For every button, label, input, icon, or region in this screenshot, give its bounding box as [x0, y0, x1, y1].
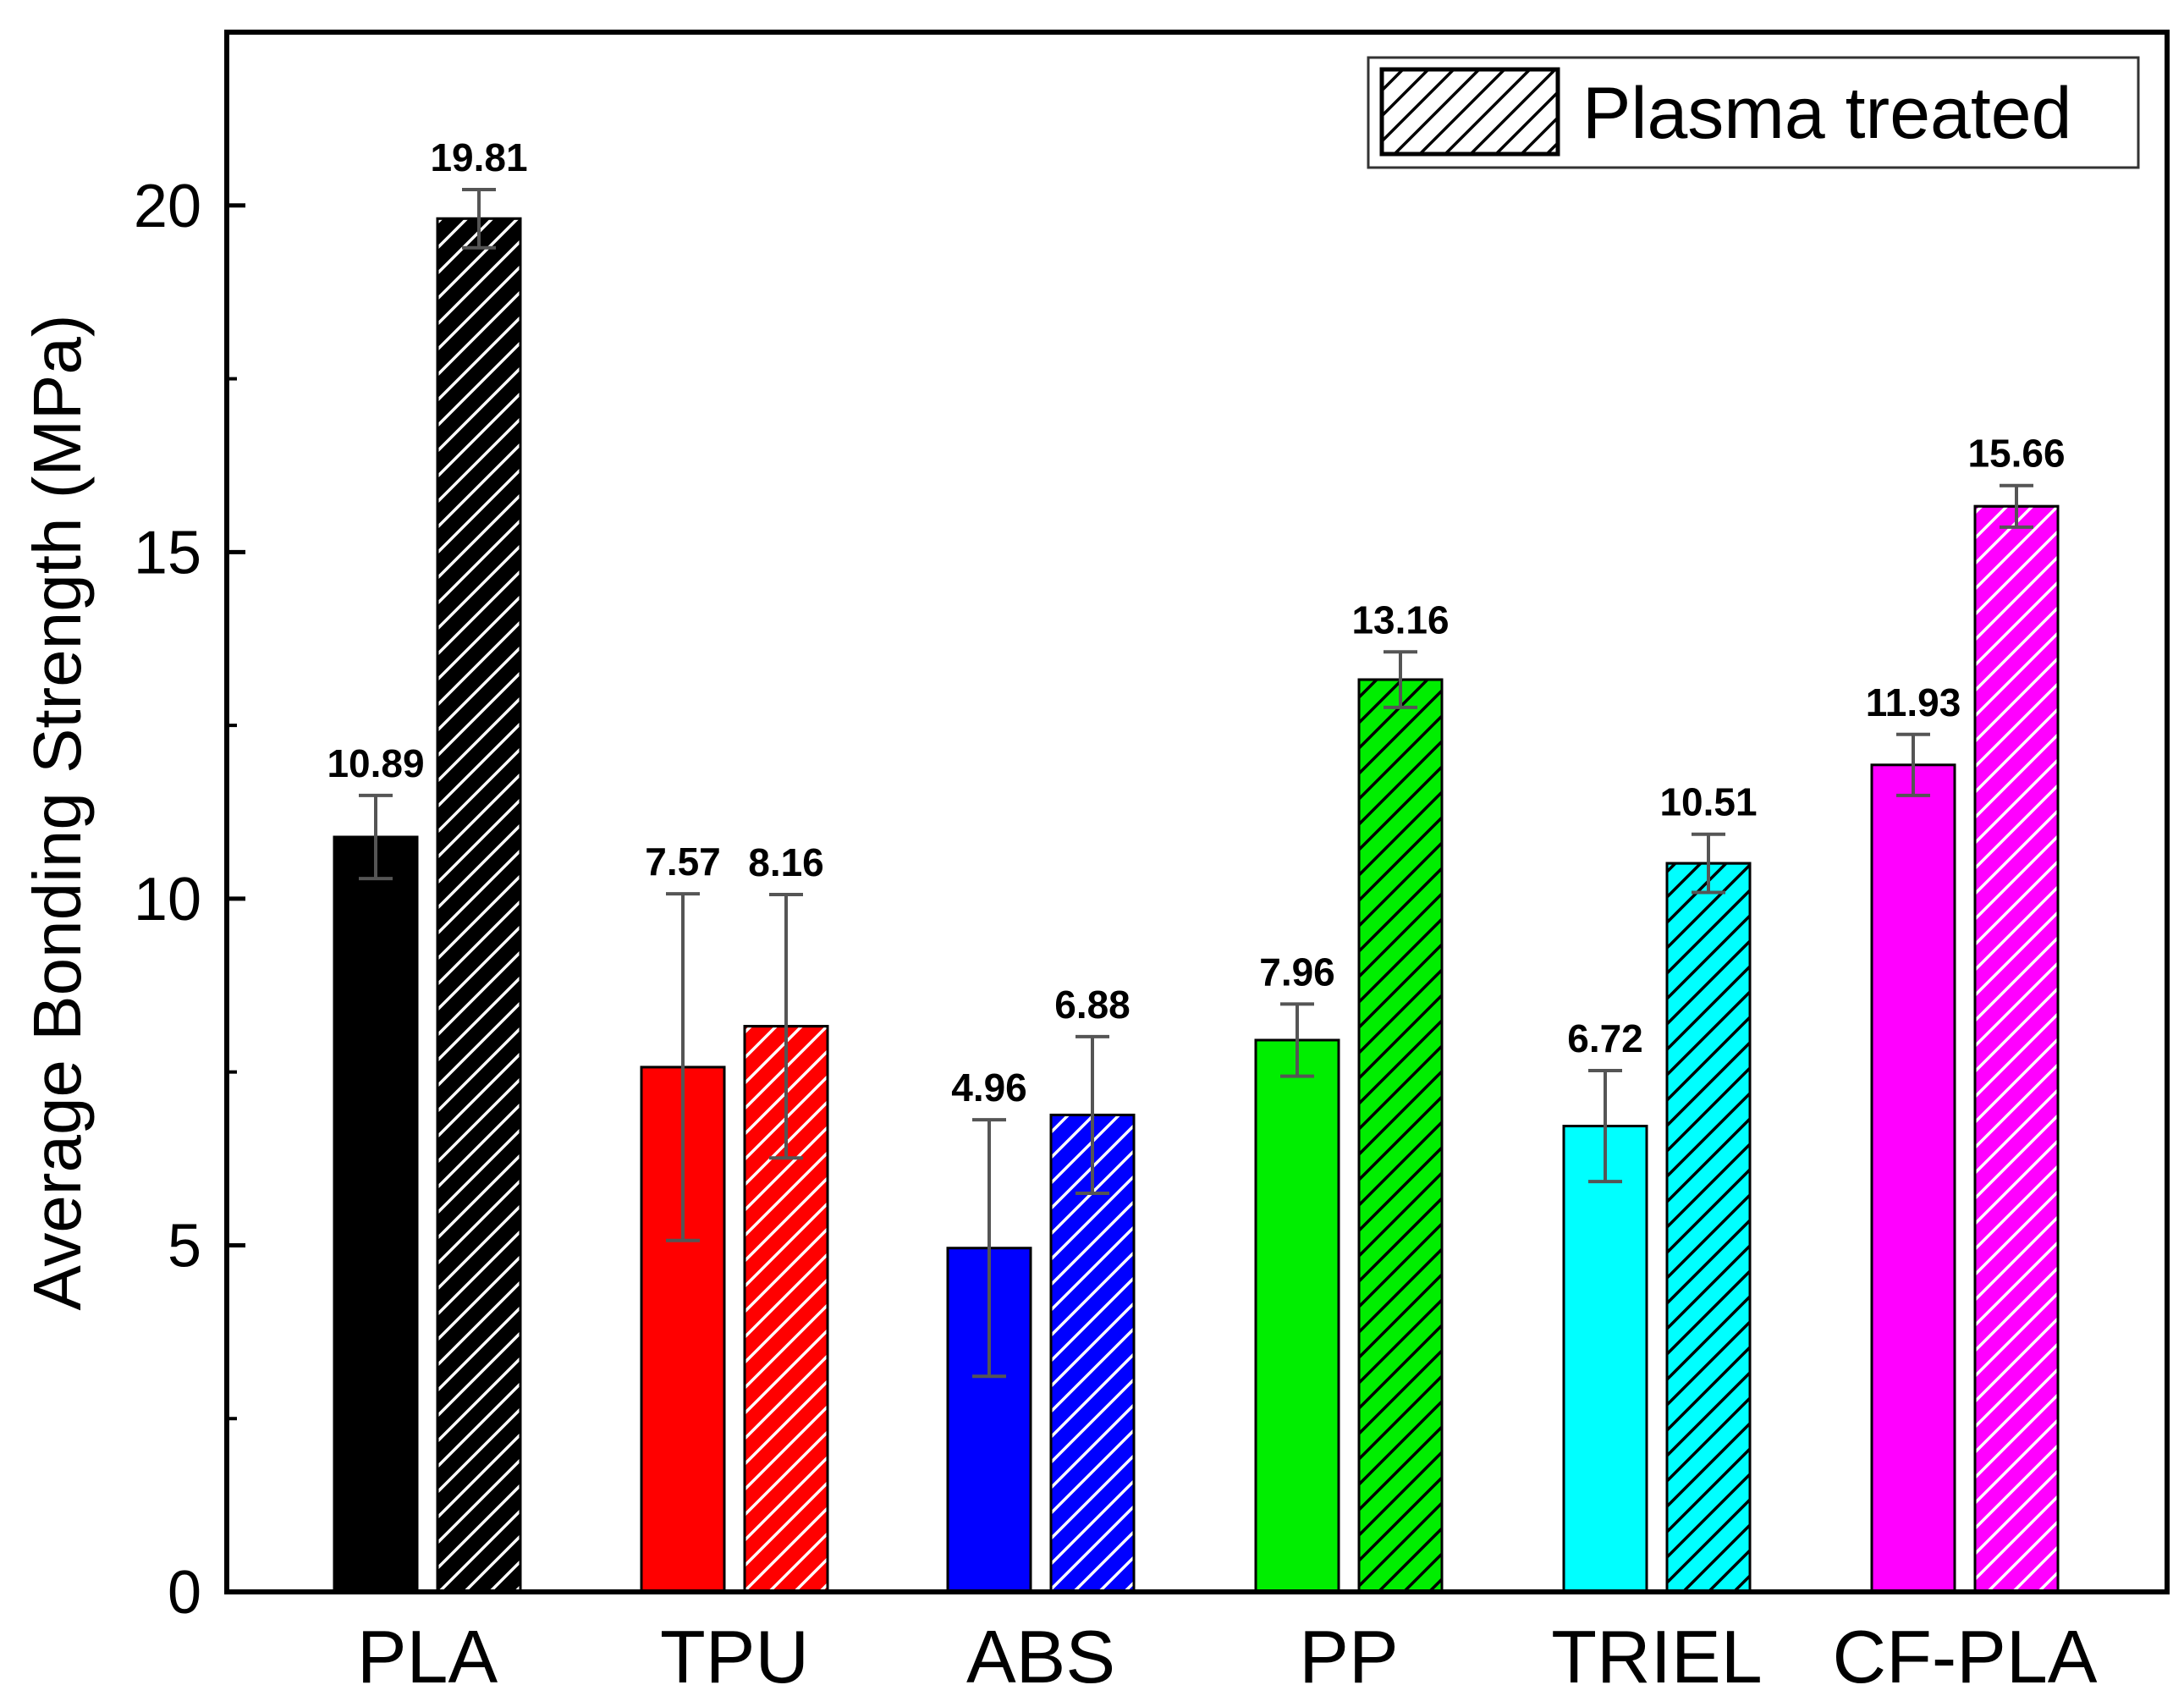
data-label-abs-untreated: 4.96 [951, 1065, 1027, 1110]
x-tick-label-pp: PP [1299, 1615, 1398, 1699]
error-bar-triel-treated [1692, 832, 1725, 895]
data-label-abs-treated: 6.88 [1054, 983, 1131, 1027]
data-labels-layer: 10.89 19.81 7.57 8.16 4.96 6.88 7.96 13.16 6.72 1… [327, 135, 2065, 1110]
legend-label: Plasma treated [1582, 73, 2071, 154]
error-bar-pla-untreated [359, 793, 393, 881]
data-label-pla-treated: 19.81 [430, 135, 527, 179]
bar-cf-pla-untreated [1870, 763, 1956, 1594]
error-bar-cf-pla-untreated [1896, 732, 1930, 797]
bar-hatch-cf-pla-treated [1973, 504, 2060, 1594]
bar-hatch-triel-treated [1665, 862, 1752, 1594]
data-label-cf-pla-untreated: 11.93 [1866, 680, 1961, 724]
y-axis-title: Average Bonding Strength (MPa) [19, 315, 95, 1311]
error-bar-abs-untreated [972, 1118, 1006, 1379]
bar-triel-untreated [1562, 1125, 1648, 1594]
data-label-pp-treated: 13.16 [1351, 597, 1449, 642]
data-label-triel-untreated: 6.72 [1567, 1016, 1643, 1060]
error-bar-cf-pla-treated [2000, 483, 2033, 529]
x-tick-label-pla: PLA [357, 1615, 498, 1699]
data-label-tpu-untreated: 7.57 [645, 840, 721, 884]
plot-frame [224, 30, 2170, 1594]
plot-background [227, 32, 2167, 1592]
data-label-pla-untreated: 10.89 [327, 741, 424, 785]
error-bar-pp-untreated [1280, 1002, 1314, 1078]
bar-pla-untreated [333, 835, 419, 1594]
data-label-pp-untreated: 7.96 [1259, 950, 1335, 994]
y-tick-label: 0 [168, 1559, 201, 1627]
legend: Plasma treated [1367, 56, 2140, 169]
x-tick-label-triel: TRIEL [1551, 1615, 1762, 1699]
error-bar-triel-untreated [1588, 1069, 1622, 1184]
error-bar-pla-treated [462, 187, 496, 250]
x-tick-label-tpu: TPU [660, 1615, 809, 1699]
bar-pp-untreated [1254, 1038, 1340, 1594]
error-bar-pp-treated [1384, 650, 1417, 709]
data-label-cf-pla-treated: 15.66 [1967, 432, 2065, 476]
x-axis: PLA TPU ABS PP TRIEL CF-PLA [357, 1615, 2098, 1699]
y-tick-label: 20 [134, 173, 201, 240]
y-tick-label: 10 [134, 866, 201, 933]
x-tick-label-cf-pla: CF-PLA [1833, 1615, 2098, 1699]
y-tick-label: 15 [134, 519, 201, 586]
error-bar-tpu-treated [769, 892, 803, 1160]
y-tick-label: 5 [168, 1212, 201, 1280]
legend-swatch [1379, 67, 1560, 157]
error-bars-layer [359, 187, 2033, 1379]
bar-hatch-pp-treated [1357, 678, 1444, 1594]
error-bar-abs-treated [1075, 1034, 1109, 1196]
bar-hatch-pla-treated [436, 217, 522, 1594]
data-label-triel-treated: 10.51 [1659, 780, 1757, 824]
error-bar-tpu-untreated [666, 892, 700, 1242]
x-tick-label-abs: ABS [966, 1615, 1115, 1699]
data-label-tpu-treated: 8.16 [748, 840, 824, 884]
